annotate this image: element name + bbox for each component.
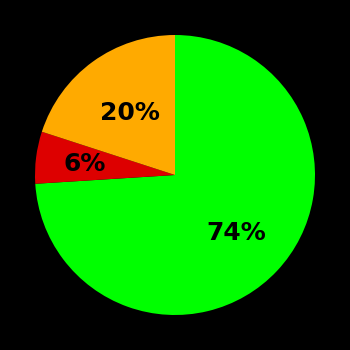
- Wedge shape: [35, 132, 175, 184]
- Wedge shape: [35, 35, 315, 315]
- Text: 74%: 74%: [206, 220, 266, 245]
- Text: 6%: 6%: [64, 152, 106, 176]
- Text: 20%: 20%: [100, 101, 160, 125]
- Wedge shape: [42, 35, 175, 175]
